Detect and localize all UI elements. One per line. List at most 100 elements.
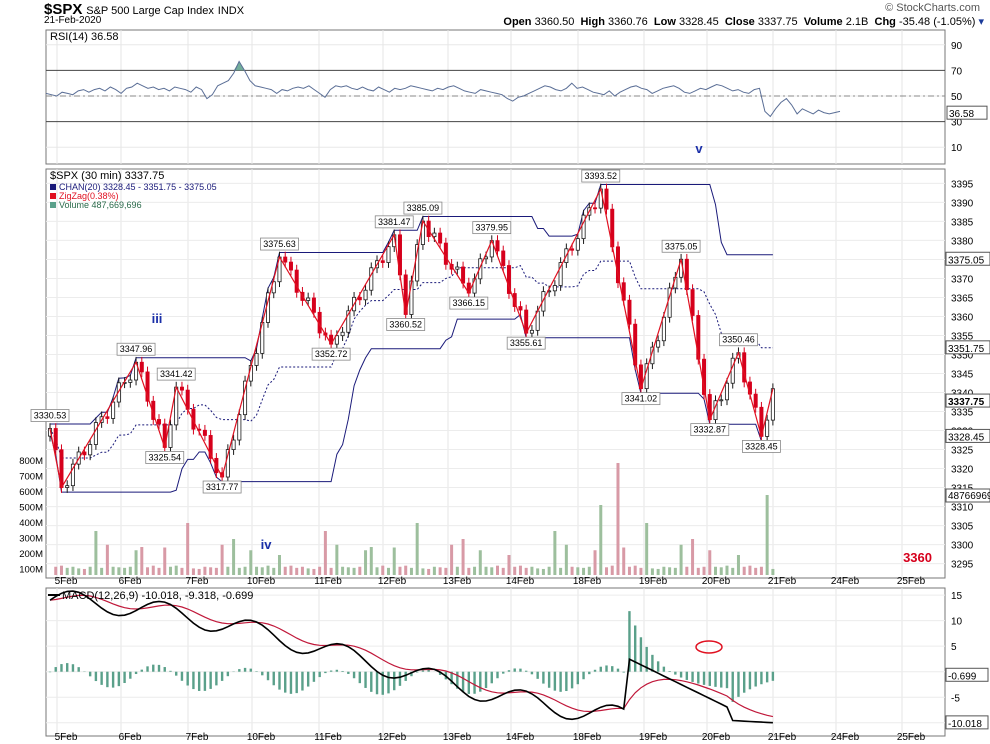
pivot-label-text: 3385.09 (407, 203, 440, 213)
chevron-down-icon[interactable]: ▾ (978, 16, 984, 28)
macd-hist-bar (720, 671, 723, 688)
price-right-box (945, 340, 990, 355)
macd-hist-bar (771, 671, 775, 681)
chart-date: 21-Feb-2020 (44, 15, 102, 26)
macd-hist-bar (243, 667, 247, 672)
macd-hist-bar (203, 671, 207, 691)
volume-axis-label: 100M (19, 565, 43, 576)
volume-bar (77, 568, 81, 575)
price-axis-label: 3305 (951, 522, 974, 533)
macd-hist-bar (289, 671, 293, 694)
volume-label: Volume (803, 16, 843, 28)
macd-hist-bar (513, 668, 516, 672)
macd-hist-bar (565, 671, 568, 692)
volume-bar (645, 523, 649, 575)
pivot-label-box (719, 333, 758, 347)
pivot-label-text: 3360.52 (389, 319, 422, 329)
high-label: High (580, 16, 605, 28)
volume-bar (461, 539, 465, 575)
macd-hist-bar (633, 625, 637, 672)
price-axis-label: 3365 (951, 293, 974, 304)
channel-upper (50, 184, 773, 425)
macd-hist-bar (731, 671, 734, 702)
pivot-label: 3317.77 (202, 480, 242, 494)
x-tick-label-macd: 14Feb (506, 732, 535, 743)
macd-hist-bar (284, 671, 287, 693)
volume-bar (186, 523, 190, 575)
pivot-label-text: 3366.15 (453, 298, 486, 308)
volume-bar (398, 566, 402, 575)
x-tick-label-macd: 5Feb (55, 732, 78, 743)
macd-hist-bar (765, 671, 769, 683)
x-tick-label-macd: 11Feb (314, 732, 342, 743)
macd-hist-bar (427, 669, 430, 672)
macd-pane-frame (45, 587, 946, 737)
x-tick-label: 10Feb (247, 576, 276, 587)
volume-bar (220, 544, 224, 575)
candle-body (765, 419, 770, 437)
candle-body (283, 256, 288, 263)
legend-swatch (50, 202, 56, 208)
volume-bar (335, 544, 339, 575)
volume-bar (478, 550, 482, 575)
macd-hist-bar (754, 671, 757, 687)
candle-body (82, 451, 87, 456)
macd-hist-bar (312, 671, 316, 682)
volume-bar (329, 567, 333, 575)
macd-hist-bar (393, 671, 396, 691)
volume-bar (501, 567, 505, 575)
candle-body (306, 297, 311, 301)
volume-bar (696, 567, 700, 575)
volume-bar (180, 567, 184, 575)
volume-bar (771, 568, 775, 575)
pivot-label-text: 3341.02 (625, 394, 658, 404)
volume-bar (444, 567, 448, 575)
volume-bar (673, 567, 677, 575)
volume-bar (134, 550, 138, 575)
pivot-label: 3341.02 (621, 392, 661, 406)
candle-body (311, 297, 316, 313)
volume-axis-label: 800M (19, 456, 43, 467)
x-tick-label-macd: 20Feb (702, 732, 731, 743)
candle-body (656, 340, 661, 348)
candle-body (461, 266, 466, 284)
pivot-label: 3330.53 (30, 409, 70, 422)
candle-body (237, 414, 242, 441)
volume-bar (507, 555, 511, 575)
pivot-label-box (581, 169, 621, 183)
close-value: 3337.75 (757, 16, 798, 28)
x-tick-label-macd: 10Feb (247, 732, 276, 743)
candle-body (581, 214, 586, 240)
macd-hist-bar (530, 671, 534, 675)
volume-bar (255, 566, 259, 575)
pivot-label-box (661, 239, 701, 253)
macd-hist-bar (524, 670, 528, 672)
pivot-label-text: 3381.47 (378, 217, 411, 227)
candle-body (627, 299, 632, 325)
pivot-label: 3375.05 (661, 239, 701, 253)
volume-bar (587, 566, 591, 575)
pivot-label-box (311, 347, 351, 361)
x-tick-label-macd: 18Feb (573, 732, 602, 743)
volume-axis-label: 700M (19, 472, 43, 483)
macd-hist-bar (48, 671, 52, 673)
volume-bar (65, 567, 69, 575)
macd-hist-bar (117, 671, 121, 687)
pivot-label: 3350.46 (719, 333, 758, 347)
price-right-value: 3328.45 (948, 432, 985, 443)
volume-bar (197, 568, 201, 575)
price-axis-label: 3390 (951, 198, 974, 209)
candle-body (346, 310, 351, 333)
rsi-axis-label: 90 (951, 41, 963, 52)
candle-body (334, 335, 339, 345)
pivot-label-text: 3347.96 (120, 344, 153, 354)
chart-header: $SPX S&P 500 Large Cap Index INDX 21-Feb… (0, 0, 990, 28)
candle-body (145, 371, 150, 402)
volume-bar (364, 550, 368, 575)
price-axis-label: 3355 (951, 331, 974, 342)
macd-hist-bar (559, 671, 562, 692)
price-axis-label: 3350 (951, 350, 974, 361)
symbol: $SPX (44, 1, 83, 18)
macd-hist-bar (387, 671, 390, 694)
rsi-axis-label: 70 (951, 66, 963, 77)
